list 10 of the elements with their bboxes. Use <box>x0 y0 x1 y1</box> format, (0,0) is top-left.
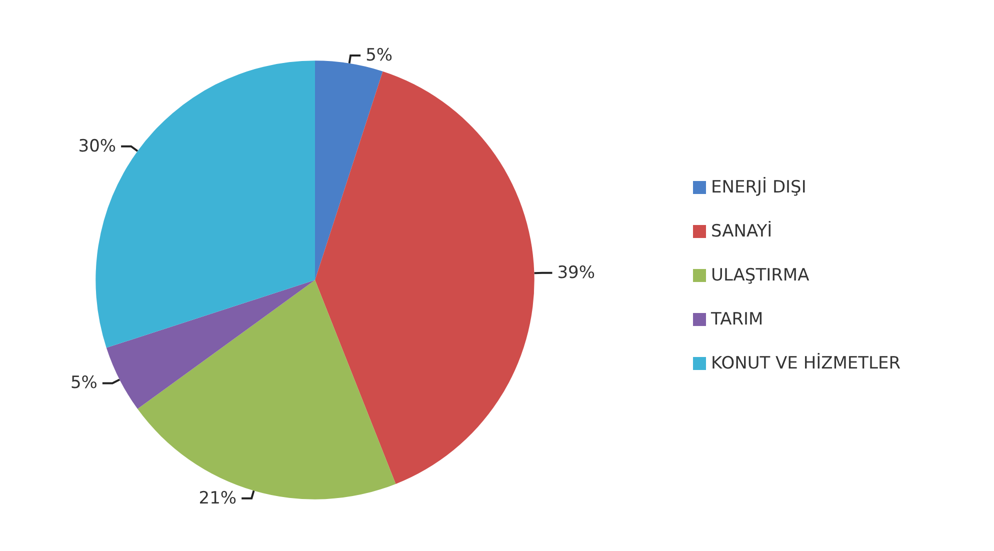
data-label: 5% <box>70 373 98 394</box>
legend-label: ENERJİ DIŞI <box>711 176 806 198</box>
legend-label: ULAŞTIRMA <box>711 266 810 286</box>
data-label: 30% <box>78 136 116 156</box>
legend-label: TARIM <box>710 310 764 330</box>
data-label: 39% <box>557 262 596 283</box>
data-label: 5% <box>366 45 393 66</box>
data-label: 21% <box>198 488 237 508</box>
legend-label: KONUT VE HİZMETLER <box>711 352 901 374</box>
legend-label: SANAYİ <box>711 220 772 242</box>
